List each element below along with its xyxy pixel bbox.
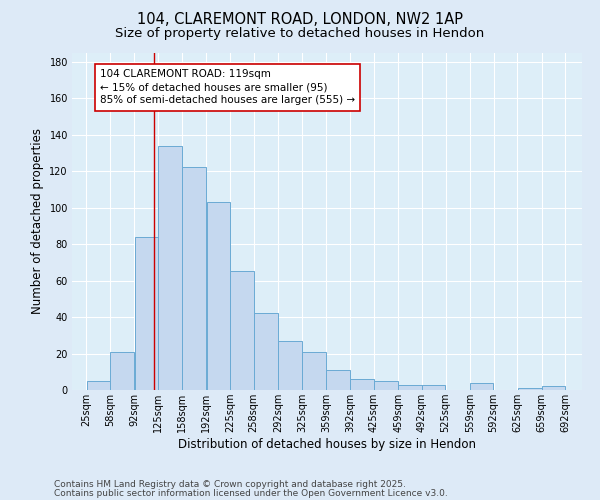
Bar xyxy=(86,381,110,390)
Bar xyxy=(206,202,230,390)
Text: Size of property relative to detached houses in Hendon: Size of property relative to detached ho… xyxy=(115,28,485,40)
Bar xyxy=(374,381,398,390)
Bar xyxy=(158,146,182,390)
Y-axis label: Number of detached properties: Number of detached properties xyxy=(31,128,44,314)
Bar xyxy=(302,352,326,390)
X-axis label: Distribution of detached houses by size in Hendon: Distribution of detached houses by size … xyxy=(178,438,476,451)
Bar xyxy=(182,168,206,390)
Bar xyxy=(230,272,254,390)
Text: Contains public sector information licensed under the Open Government Licence v3: Contains public sector information licen… xyxy=(54,488,448,498)
Bar xyxy=(110,352,134,390)
Text: 104 CLAREMONT ROAD: 119sqm
← 15% of detached houses are smaller (95)
85% of semi: 104 CLAREMONT ROAD: 119sqm ← 15% of deta… xyxy=(100,69,355,106)
Bar xyxy=(350,379,374,390)
Bar xyxy=(134,237,158,390)
Bar xyxy=(542,386,565,390)
Bar xyxy=(422,384,445,390)
Bar xyxy=(470,382,493,390)
Bar xyxy=(398,384,422,390)
Text: 104, CLAREMONT ROAD, LONDON, NW2 1AP: 104, CLAREMONT ROAD, LONDON, NW2 1AP xyxy=(137,12,463,28)
Text: Contains HM Land Registry data © Crown copyright and database right 2025.: Contains HM Land Registry data © Crown c… xyxy=(54,480,406,489)
Bar xyxy=(278,340,302,390)
Bar xyxy=(326,370,350,390)
Bar xyxy=(254,314,278,390)
Bar xyxy=(518,388,542,390)
